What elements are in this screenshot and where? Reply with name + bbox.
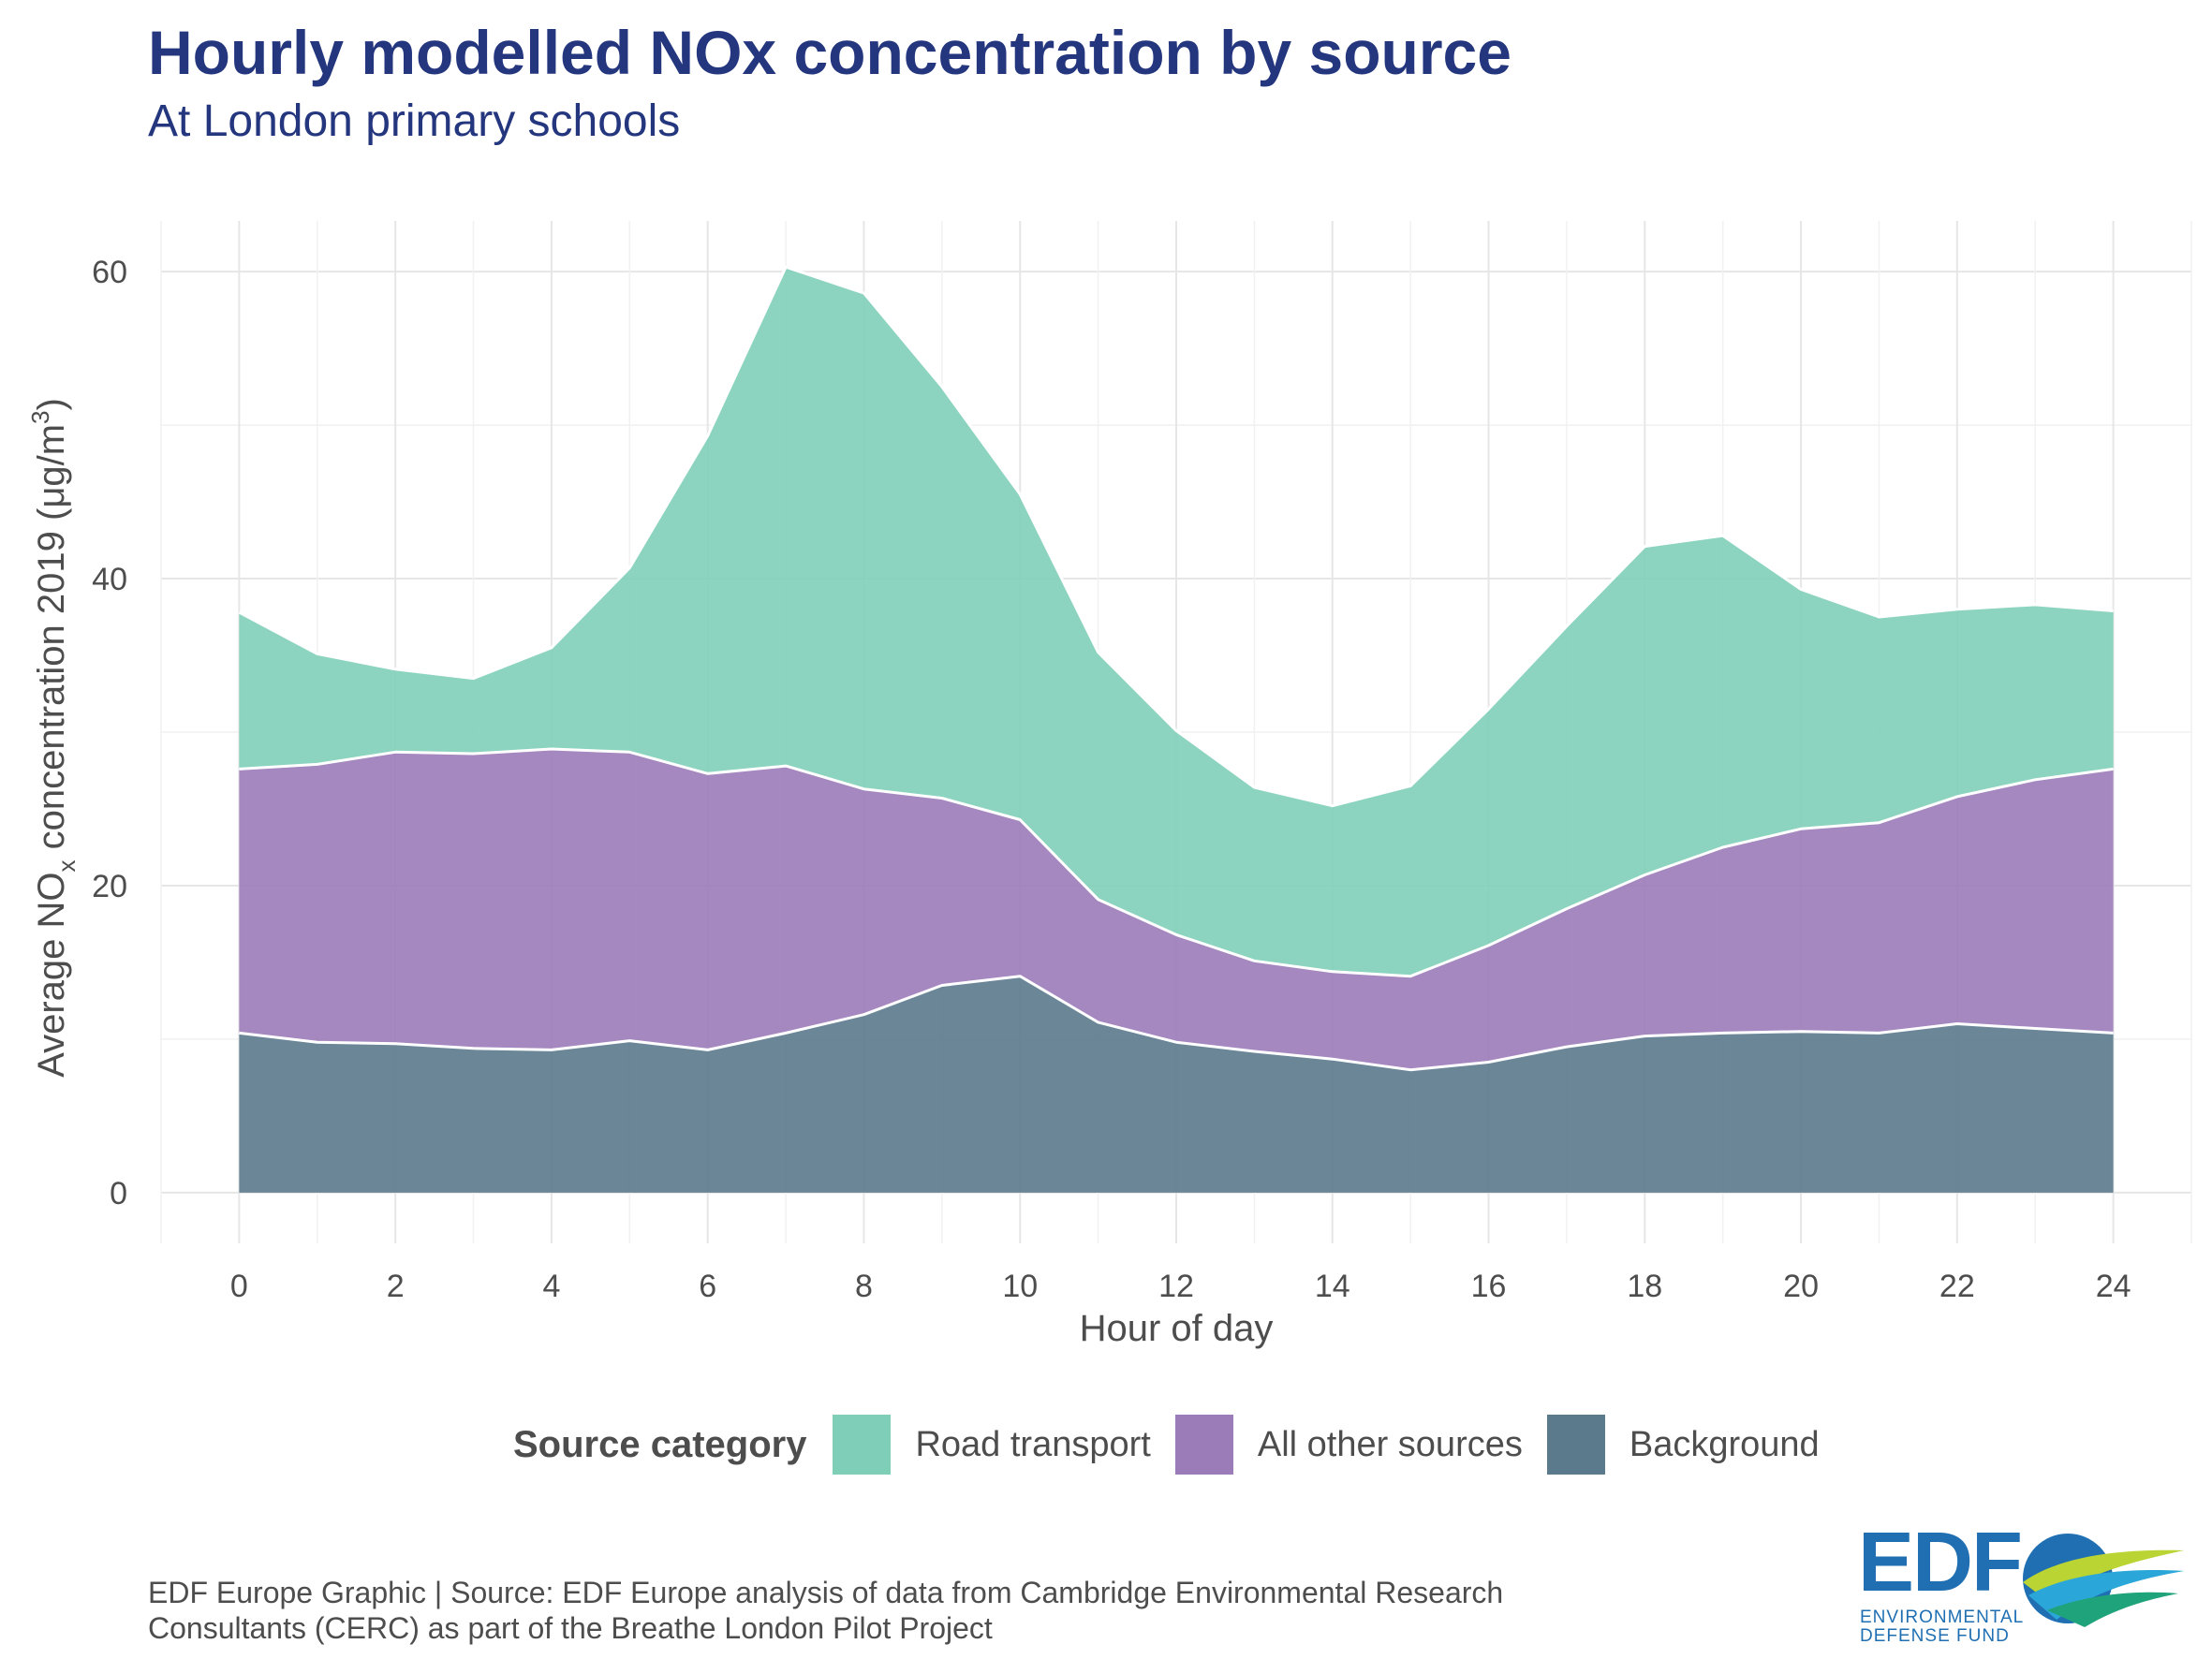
y-tick-label: 60 [92, 255, 127, 290]
y-axis-title-subscript: x [52, 859, 81, 872]
series-line-background [239, 975, 2114, 1072]
legend-item-all-other-sources: All other sources [1174, 1415, 1523, 1475]
x-axis-ticks: 0 2 4 6 8 10 12 14 16 18 20 22 24 [230, 1269, 2131, 1304]
logo-tagline: ENVIRONMENTAL DEFENSE FUND [1860, 1608, 2024, 1646]
legend-label: Background [1629, 1424, 1820, 1464]
legend: Source category Road transport All other… [513, 1414, 1844, 1475]
y-axis-title: Average NOx concentration 2019 (μg/m3) [26, 398, 81, 1078]
caption-line-2: Consultants (CERC) as part of the Breath… [148, 1611, 993, 1645]
x-tick-label: 14 [1315, 1269, 1350, 1304]
x-tick-label: 22 [1939, 1269, 1975, 1304]
logo-tagline-line-2: DEFENSE FUND [1860, 1626, 2010, 1646]
area-series [238, 265, 2114, 1193]
x-tick-label: 16 [1471, 1269, 1507, 1304]
x-tick-label: 4 [542, 1269, 560, 1304]
x-tick-label: 20 [1783, 1269, 1819, 1304]
x-tick-label: 6 [699, 1269, 716, 1304]
x-tick-label: 18 [1627, 1269, 1662, 1304]
x-tick-label: 12 [1158, 1269, 1194, 1304]
x-tick-label: 2 [387, 1269, 405, 1304]
legend-label: Road transport [915, 1424, 1151, 1464]
legend-swatch-road-transport [833, 1415, 892, 1475]
edf-logo: EDF ENVIRONMENTAL DEFENSE FUND [1851, 1515, 2197, 1653]
x-tick-label: 24 [2096, 1269, 2131, 1304]
y-axis-title-middle: concentration 2019 (μg/m [31, 424, 72, 860]
legend-swatch-all-other-sources [1174, 1415, 1233, 1475]
legend-label: All other sources [1257, 1424, 1523, 1464]
y-axis-title-suffix: ) [31, 398, 72, 410]
x-tick-label: 10 [1002, 1269, 1038, 1304]
logo-globe-icon [2023, 1534, 2184, 1627]
logo-tagline-line-1: ENVIRONMENTAL [1860, 1608, 2025, 1627]
y-tick-label: 0 [110, 1176, 127, 1211]
y-tick-label: 20 [92, 869, 127, 904]
chart-subtitle: At London primary schools [148, 96, 681, 146]
logo-wordmark: EDF [1858, 1516, 2023, 1609]
series-line-road-transport [238, 265, 2114, 808]
x-tick-label: 0 [230, 1269, 248, 1304]
y-tick-label: 40 [92, 562, 127, 597]
caption-line-1: EDF Europe Graphic | Source: EDF Europe … [148, 1576, 1504, 1609]
source-caption: EDF Europe Graphic | Source: EDF Europe … [148, 1575, 1503, 1646]
x-tick-label: 8 [855, 1269, 873, 1304]
legend-title: Source category [513, 1423, 807, 1465]
y-axis-title-superscript: 3 [26, 410, 54, 423]
x-axis-title: Hour of day [1080, 1308, 1274, 1349]
y-axis-ticks: 0 20 40 60 [92, 255, 127, 1211]
area-road-transport [239, 267, 2114, 976]
area-background [239, 976, 2114, 1193]
legend-item-road-transport: Road transport [833, 1415, 1151, 1475]
chart-title: Hourly modelled NOx concentration by sou… [148, 18, 1512, 87]
legend-item-background: Background [1546, 1415, 1820, 1475]
legend-swatch-background [1546, 1415, 1605, 1475]
area-all-other-sources [239, 749, 2114, 1070]
series-line-all-other-sources [239, 747, 2114, 978]
y-axis-title-prefix: Average NO [31, 872, 72, 1077]
